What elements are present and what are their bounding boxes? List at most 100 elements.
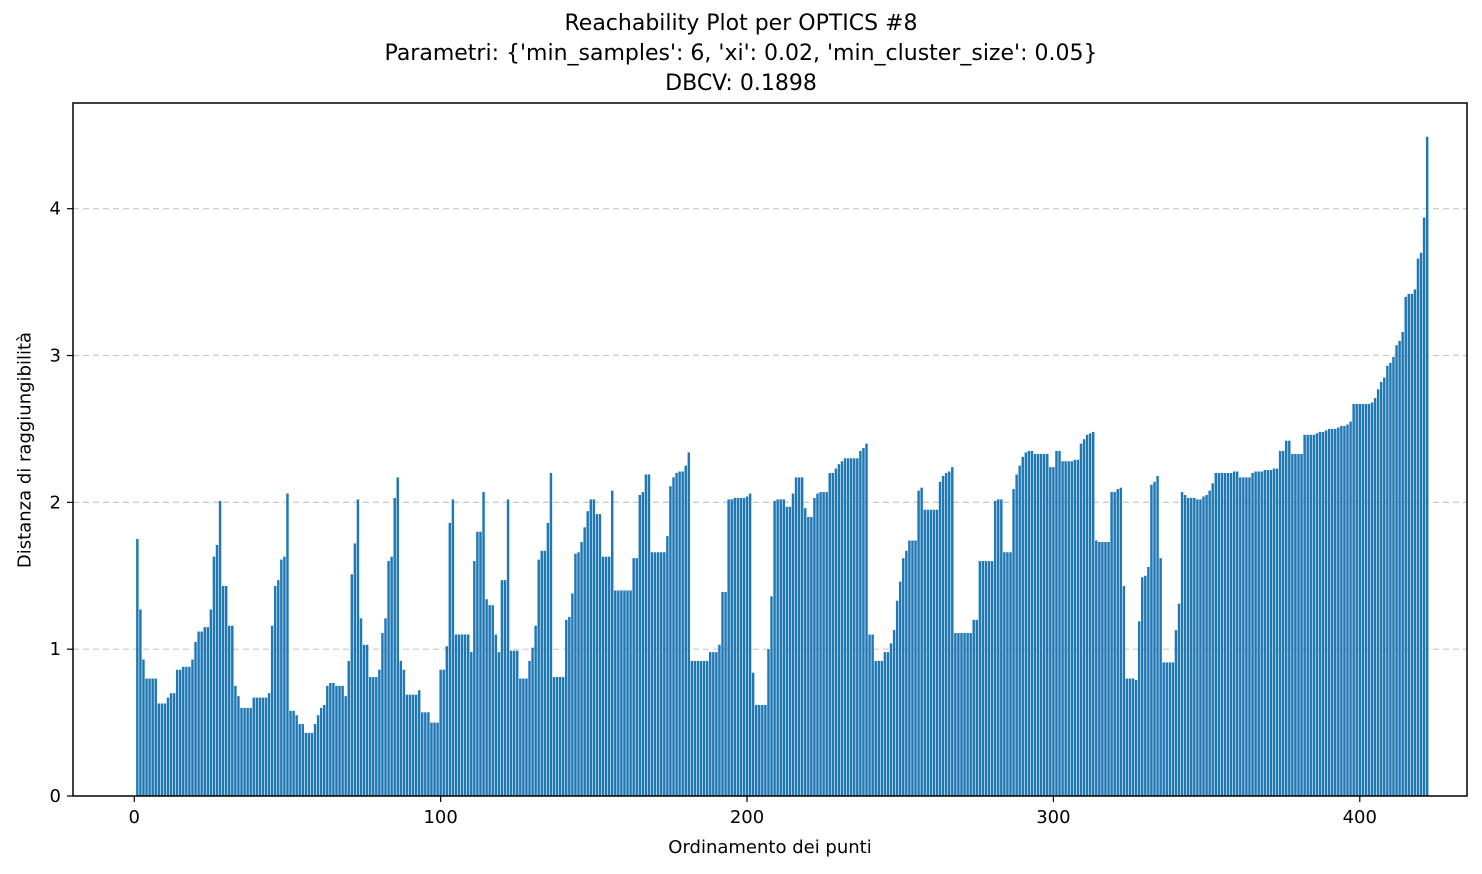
- bar: [1211, 483, 1214, 796]
- bar: [1291, 453, 1294, 796]
- bar: [681, 471, 684, 796]
- bar: [1064, 461, 1067, 796]
- bar: [157, 703, 161, 796]
- bar: [151, 678, 154, 796]
- chart-title-line-2: Parametri: {'min_samples': 6, 'xi': 0.02…: [384, 41, 1098, 66]
- bar: [543, 550, 547, 796]
- bar: [561, 677, 565, 796]
- bar: [736, 497, 740, 796]
- bar: [990, 561, 994, 796]
- bar: [341, 685, 344, 796]
- bar: [1401, 332, 1404, 796]
- bar: [932, 509, 936, 796]
- bar: [742, 497, 746, 796]
- bar: [1171, 662, 1175, 796]
- bar: [666, 536, 669, 797]
- bar: [381, 633, 384, 796]
- bar: [531, 647, 534, 796]
- bar: [822, 492, 825, 796]
- bar: [1370, 402, 1374, 796]
- bar: [1202, 496, 1205, 796]
- bar: [1422, 217, 1426, 796]
- bar: [1042, 453, 1046, 796]
- bar: [813, 497, 816, 796]
- bar: [776, 499, 779, 796]
- bar: [1294, 453, 1297, 796]
- bar: [145, 678, 148, 796]
- bar: [718, 644, 721, 796]
- bar: [439, 669, 442, 796]
- bar: [1419, 252, 1423, 796]
- bar: [687, 452, 691, 796]
- bar: [849, 458, 853, 796]
- bar: [188, 666, 191, 796]
- bar: [1358, 403, 1361, 796]
- bar: [969, 633, 972, 796]
- bar: [1404, 296, 1407, 796]
- bar: [1021, 456, 1024, 796]
- bar: [957, 633, 960, 796]
- bar: [1061, 461, 1064, 796]
- bar: [1254, 471, 1257, 796]
- bar: [1125, 678, 1129, 796]
- bar: [1349, 421, 1352, 796]
- bar: [696, 660, 700, 796]
- bar: [286, 493, 289, 796]
- bar: [1119, 487, 1123, 796]
- bar: [332, 682, 335, 796]
- bar: [1128, 678, 1132, 796]
- bar: [218, 500, 222, 796]
- bar: [399, 660, 403, 796]
- bar: [709, 652, 712, 796]
- bar: [1144, 575, 1147, 796]
- bar: [1036, 453, 1040, 796]
- bar: [1229, 472, 1233, 796]
- bar: [160, 703, 164, 796]
- bar: [491, 605, 494, 796]
- bar: [574, 553, 577, 796]
- bar: [182, 666, 185, 796]
- bar: [1177, 603, 1181, 796]
- bar: [1156, 475, 1159, 796]
- bar: [316, 715, 320, 796]
- bar: [512, 650, 516, 796]
- bar: [1340, 426, 1343, 796]
- y-tick-label: 2: [50, 492, 61, 513]
- bar: [534, 625, 537, 796]
- bar: [1000, 499, 1003, 796]
- bar: [1208, 490, 1211, 796]
- bar: [914, 540, 917, 796]
- bar: [917, 490, 920, 796]
- bar: [393, 497, 396, 796]
- bar: [280, 559, 283, 796]
- bar: [427, 712, 430, 796]
- bar: [191, 659, 194, 796]
- bar: [1315, 433, 1319, 796]
- bar: [522, 678, 525, 796]
- bar: [1309, 434, 1312, 796]
- bar: [1067, 461, 1070, 796]
- bar: [310, 732, 314, 796]
- chart-title-line-3: DBCV: 0.1898: [665, 71, 817, 96]
- bar: [678, 471, 681, 796]
- bar: [417, 690, 421, 796]
- bar: [800, 477, 804, 796]
- bar: [831, 472, 835, 796]
- bar: [868, 634, 871, 796]
- bar: [1260, 471, 1263, 796]
- bar: [595, 514, 599, 796]
- bar: [445, 646, 448, 796]
- bar: [1334, 428, 1337, 796]
- bar: [234, 685, 237, 796]
- bar: [488, 605, 491, 796]
- bar: [623, 590, 626, 796]
- bar: [871, 634, 874, 796]
- bar: [519, 678, 522, 796]
- bar: [1058, 450, 1061, 796]
- bar: [384, 618, 387, 796]
- bar: [301, 724, 304, 796]
- bar: [874, 660, 877, 796]
- bar: [405, 694, 409, 796]
- bar: [601, 556, 605, 796]
